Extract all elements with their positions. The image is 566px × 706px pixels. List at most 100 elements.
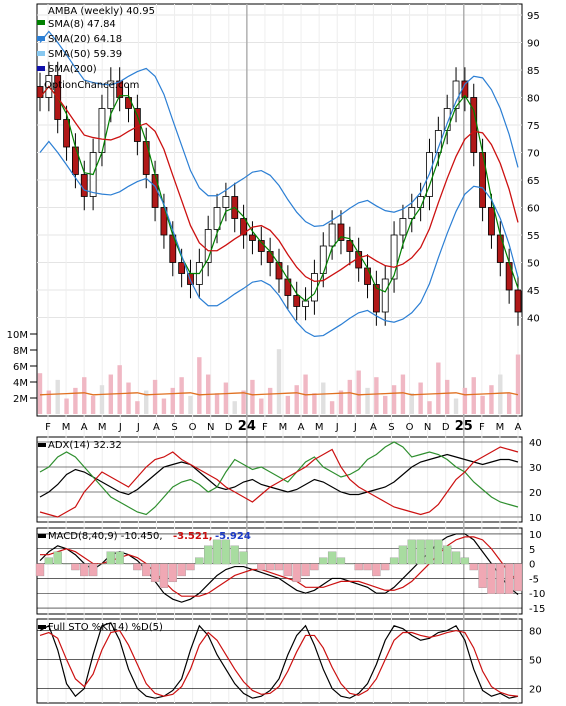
macd-histogram-bar <box>62 563 71 565</box>
macd-histogram-bar <box>106 551 115 565</box>
volume-bar <box>73 387 78 414</box>
macd-histogram-bar <box>398 545 408 565</box>
volume-bar <box>161 398 167 414</box>
macd-histogram-bar <box>195 557 204 565</box>
macd-tick-label: -15 <box>529 604 545 615</box>
macd-histogram-bar <box>230 545 239 565</box>
volume-bar <box>489 385 494 414</box>
candle-body <box>293 295 301 307</box>
macd-histogram-bar <box>142 563 151 577</box>
macd-histogram-bar <box>248 563 257 565</box>
price-tick-label: 90 <box>527 39 540 50</box>
macd-histogram-bar <box>327 551 337 565</box>
x-tick-label: J <box>353 422 357 433</box>
macd-histogram-bar <box>88 563 98 577</box>
macd-histogram-bar <box>177 563 186 577</box>
candle-body <box>275 262 283 280</box>
price-tick-label: 70 <box>527 149 540 160</box>
price-tick-label: 75 <box>527 121 540 132</box>
volume-bar <box>312 393 317 414</box>
macd-histogram-bar <box>496 563 505 594</box>
candle-body <box>72 146 79 175</box>
price-tick-label: 65 <box>527 176 540 187</box>
macd-histogram-bar <box>301 563 310 577</box>
macd-histogram-bar <box>407 539 416 565</box>
x-tick-label: A <box>153 422 160 433</box>
volume-tick-label: 2M <box>13 394 28 405</box>
x-tick-label: M <box>62 422 71 433</box>
volume-bar <box>515 354 521 414</box>
macd-histogram-bar <box>168 563 177 583</box>
volume-bar <box>82 377 87 414</box>
volume-tick-label: 4M <box>13 378 28 389</box>
x-tick-label: F <box>262 422 268 433</box>
macd-histogram-bar <box>150 563 160 583</box>
candle-body <box>178 262 186 274</box>
x-tick-label: S <box>388 422 394 433</box>
macd-tick-label: -5 <box>529 574 539 585</box>
price-panel <box>36 3 523 417</box>
x-tick-label: F <box>479 422 485 433</box>
sto-series-line <box>39 622 519 699</box>
macd-histogram-bar <box>416 539 425 565</box>
candle-body <box>240 218 247 236</box>
volume-bar <box>276 349 282 414</box>
volume-bar <box>391 385 397 414</box>
x-tick-label: D <box>442 422 450 433</box>
macd-histogram <box>35 539 523 594</box>
volume-bar <box>356 370 361 414</box>
volume-bar <box>250 379 255 414</box>
macd-histogram-bar <box>53 551 62 565</box>
volume-bar <box>144 390 149 414</box>
legend-swatch-sma200 <box>37 66 45 71</box>
sto-series-line <box>39 629 519 697</box>
macd-tick-label: 10 <box>529 530 542 541</box>
macd-histogram-bar <box>478 563 487 588</box>
x-tick-label: M <box>496 422 505 433</box>
volume-bar <box>409 393 414 414</box>
macd-histogram-bar <box>257 563 266 571</box>
adx-tick-label: 10 <box>529 513 542 524</box>
x-tick-label: J <box>118 422 122 433</box>
volume-bar <box>267 387 273 414</box>
volume-average-line <box>39 392 519 396</box>
macd-histogram-bar <box>504 563 514 594</box>
volume-bar <box>152 379 158 414</box>
macd-histogram-bar <box>133 563 142 571</box>
candle-body <box>311 273 318 302</box>
candle-body <box>319 245 327 274</box>
sma50-line <box>39 85 519 283</box>
moving-average-lines <box>39 30 519 396</box>
candle-body <box>63 119 70 148</box>
macd-histogram-bar <box>71 563 80 571</box>
legend-swatch-sma20 <box>37 36 45 41</box>
volume-bar <box>232 401 237 414</box>
macd-histogram-bar <box>292 563 301 583</box>
macd-histogram-bar <box>239 551 248 565</box>
macd-histogram-bar <box>345 563 354 565</box>
macd-histogram-bar <box>115 551 124 565</box>
gridlines <box>37 4 522 703</box>
adx-series-line <box>39 441 519 516</box>
volume-tick-label: 6M <box>13 362 28 373</box>
candle-body <box>204 229 212 263</box>
price-tick-label: 85 <box>527 66 540 77</box>
volume-bar <box>329 401 335 414</box>
macd-histogram-bar <box>35 563 45 577</box>
adx-tick-label: 20 <box>529 488 542 499</box>
volume-bar <box>436 362 441 414</box>
macd-histogram-bar <box>283 563 293 577</box>
volume-bar <box>117 365 122 414</box>
candle-body <box>302 300 309 307</box>
candle-body <box>488 207 495 236</box>
macd-histogram-bar <box>434 539 443 565</box>
candle-body <box>328 223 336 247</box>
volume-bar <box>126 382 131 414</box>
volume-bar <box>214 393 220 414</box>
macd-hist-value: -5.924 <box>215 531 251 542</box>
macd-histogram-bar <box>372 563 381 577</box>
volume-bar <box>480 395 485 414</box>
volume-tick-label: 10M <box>7 330 28 341</box>
x-tick-label: 25 <box>455 419 473 434</box>
volume-bar <box>338 390 344 414</box>
